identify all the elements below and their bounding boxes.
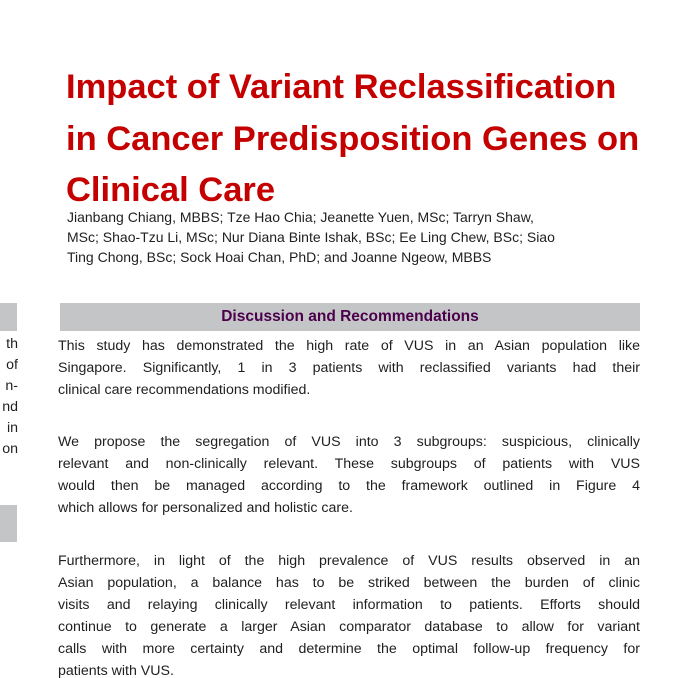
body-paragraph-3: Furthermore, in light of the high preval… bbox=[58, 550, 640, 678]
body-line: calls with more certainty and determine … bbox=[58, 641, 640, 657]
article-title: Impact of Variant Reclassification in Ca… bbox=[66, 62, 652, 217]
left-column-section-bar-top bbox=[0, 303, 17, 331]
body-line: Asian population, a balance has to be st… bbox=[58, 575, 640, 591]
body-line: relevant and non-clinically relevant. Th… bbox=[58, 456, 640, 472]
left-column-line-fragment: on bbox=[2, 441, 18, 457]
left-column-line-fragment: in bbox=[6, 420, 18, 436]
body-line: Furthermore, in light of the high preval… bbox=[58, 553, 640, 569]
body-line: Singapore. Significantly, 1 in 3 patient… bbox=[58, 360, 640, 376]
author-line: Ting Chong, BSc; Sock Hoai Chan, PhD; an… bbox=[67, 249, 492, 265]
body-line: clinical care recommendations modified. bbox=[58, 382, 311, 398]
left-column-line-fragment: of bbox=[6, 357, 18, 373]
left-column-section-bar-bottom bbox=[0, 505, 17, 542]
author-line: Jianbang Chiang, MBBS; Tze Hao Chia; Jea… bbox=[67, 209, 534, 225]
author-line: MSc; Shao-Tzu Li, MSc; Nur Diana Binte I… bbox=[67, 229, 555, 245]
body-line: visits and relaying clinically relevant … bbox=[58, 597, 640, 613]
body-paragraph-1: This study has demonstrated the high rat… bbox=[58, 335, 640, 401]
section-header-title: Discussion and Recommendations bbox=[221, 308, 479, 325]
body-line: We propose the segregation of VUS into 3… bbox=[58, 434, 640, 450]
article-title-line: Impact of Variant Reclassification bbox=[66, 68, 617, 106]
body-paragraph-2: We propose the segregation of VUS into 3… bbox=[58, 431, 640, 519]
left-column-line-fragment: n- bbox=[5, 378, 18, 394]
article-authors: Jianbang Chiang, MBBS; Tze Hao Chia; Jea… bbox=[67, 207, 659, 267]
left-column-line-fragment: th bbox=[6, 336, 18, 352]
body-line: would then be managed according to the f… bbox=[58, 478, 640, 494]
body-line: patients with VUS. bbox=[58, 663, 174, 678]
left-column-line-fragment: nd bbox=[2, 399, 18, 415]
body-line: continue to generate a larger Asian comp… bbox=[58, 619, 640, 635]
article-title-line: in Cancer Predisposition Genes on bbox=[66, 119, 640, 158]
body-line: which allows for personalized and holist… bbox=[58, 500, 353, 516]
body-line: This study has demonstrated the high rat… bbox=[58, 338, 640, 354]
article-title-line: Clinical Care bbox=[66, 171, 276, 210]
section-header-bar: Discussion and Recommendations bbox=[60, 303, 640, 331]
